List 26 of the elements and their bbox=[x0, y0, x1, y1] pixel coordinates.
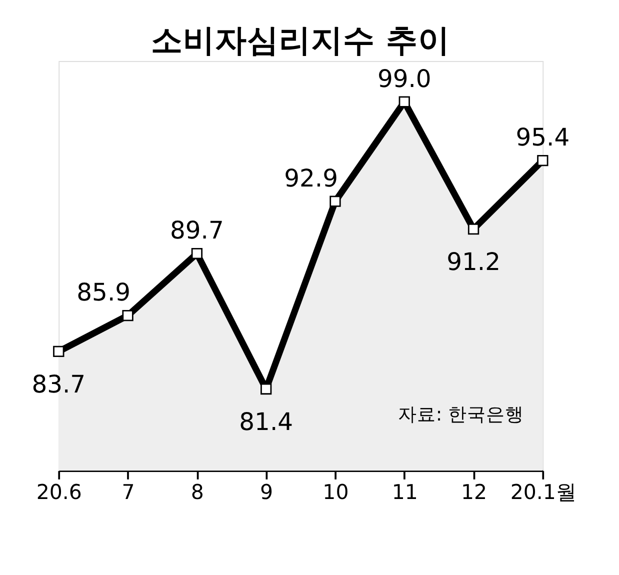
data-label: 83.7 bbox=[32, 370, 86, 398]
point bbox=[468, 223, 480, 235]
chart-title: 소비자심리지수 추이 bbox=[151, 22, 450, 59]
x-tick-label: 11 bbox=[392, 480, 418, 504]
data-label: 89.7 bbox=[170, 216, 224, 245]
point bbox=[260, 383, 272, 395]
data-label: 92.9 bbox=[284, 164, 338, 192]
x-tick-label: 12 bbox=[460, 480, 488, 504]
x-tick-label: 10 bbox=[322, 480, 349, 504]
point bbox=[122, 310, 134, 322]
x-tick-label: 9 bbox=[260, 480, 274, 504]
point bbox=[537, 154, 548, 166]
x-tick-label: 7 bbox=[122, 480, 135, 504]
data-label: 99.0 bbox=[377, 64, 432, 93]
data-label: 81.4 bbox=[239, 408, 294, 436]
point bbox=[330, 196, 341, 207]
x-tick-label: 8 bbox=[190, 480, 204, 504]
annotation: 자료: 한국은행 bbox=[398, 404, 524, 426]
data-label: 95.4 bbox=[516, 124, 570, 152]
x-tick-label: 20.1월 bbox=[510, 480, 576, 504]
data-label: 85.9 bbox=[76, 278, 131, 307]
point bbox=[53, 346, 64, 358]
point bbox=[398, 96, 410, 108]
data-label: 91.2 bbox=[446, 248, 500, 276]
x-tick-label: 20.6 bbox=[36, 480, 82, 504]
point bbox=[191, 248, 203, 260]
